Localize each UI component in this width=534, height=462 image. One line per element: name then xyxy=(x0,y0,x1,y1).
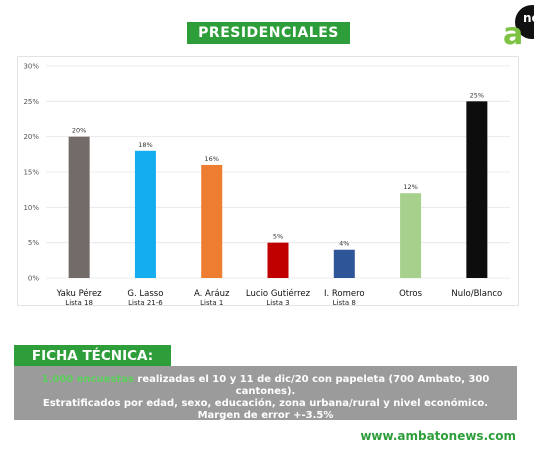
data-label: 18% xyxy=(138,141,152,149)
ficha-line-3: Margen de error +-3.5% xyxy=(197,410,334,421)
data-label: 12% xyxy=(403,183,417,191)
category-sublabel: Lista 1 xyxy=(200,299,223,307)
logo-letter: a xyxy=(503,17,523,52)
ficha-line-1-text: realizadas el 10 y 11 de dic/20 con pape… xyxy=(133,374,490,397)
ficha-highlight: 1.000 encuestas xyxy=(41,374,134,385)
chart-title: PRESIDENCIALES xyxy=(187,22,350,44)
category-label: I. Romero xyxy=(324,289,365,299)
y-tick-label: 30% xyxy=(23,63,39,71)
bar xyxy=(68,136,90,278)
category-label: A. Aráuz xyxy=(194,289,230,299)
ambatonews-logo[interactable]: ne a xyxy=(502,0,534,52)
data-label: 20% xyxy=(72,127,86,135)
y-tick-label: 5% xyxy=(28,239,39,247)
category-sublabel: Lista 3 xyxy=(266,299,289,307)
data-label: 16% xyxy=(204,155,218,163)
category-sublabel: Lista 8 xyxy=(333,299,356,307)
category-label: Nulo/Blanco xyxy=(451,289,502,299)
data-label: 5% xyxy=(273,233,283,241)
y-tick-label: 0% xyxy=(28,275,39,283)
category-label: Yaku Pérez xyxy=(56,288,103,299)
y-tick-label: 20% xyxy=(23,133,39,141)
category-sublabel: Lista 18 xyxy=(65,299,93,307)
category-label: G. Lasso xyxy=(127,289,163,299)
ficha-tecnica-box: 1.000 encuestas realizadas el 10 y 11 de… xyxy=(14,366,517,421)
y-tick-label: 25% xyxy=(23,98,39,106)
website-link[interactable]: www.ambatonews.com xyxy=(360,429,516,443)
bar xyxy=(201,164,223,278)
data-label: 4% xyxy=(339,240,349,248)
category-sublabel: Lista 21-6 xyxy=(128,299,163,307)
data-label: 25% xyxy=(470,91,484,99)
y-tick-label: 15% xyxy=(23,169,39,177)
bar xyxy=(333,249,355,278)
y-tick-label: 10% xyxy=(23,204,39,212)
bar xyxy=(466,101,488,278)
chart-area: 0% 5% 10% 15% 20% 25% 30% 20% Yaku Pérez Lista 18… xyxy=(17,56,519,307)
bar xyxy=(400,193,422,278)
bar xyxy=(267,242,289,278)
ficha-tecnica-title: FICHA TÉCNICA: xyxy=(14,345,171,366)
bar xyxy=(134,150,156,278)
category-label: Lucio Gutiérrez xyxy=(246,288,311,299)
ficha-line-2: Estratificados por edad, sexo, educación… xyxy=(42,398,489,409)
ficha-line-1: 1.000 encuestas realizadas el 10 y 11 de… xyxy=(14,374,517,398)
logo-text: ne xyxy=(523,11,534,25)
category-label: Otros xyxy=(399,289,423,299)
logo-circle xyxy=(515,5,534,39)
